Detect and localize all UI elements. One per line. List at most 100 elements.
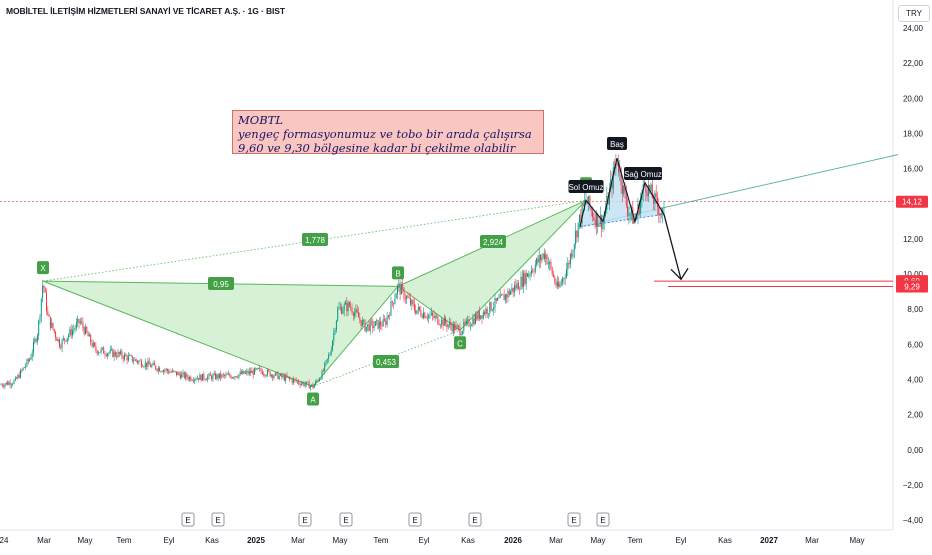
candle-body [580, 214, 582, 224]
candle-body [251, 370, 253, 374]
candle-body [233, 377, 235, 378]
candle-body [108, 352, 110, 354]
candle-body [203, 373, 205, 379]
candle-body [467, 319, 469, 321]
candle-body [316, 380, 318, 382]
hs-label: Baş [610, 140, 624, 149]
candle-body [592, 210, 593, 218]
candle-body [57, 339, 59, 341]
candle-body [555, 282, 557, 286]
candle-body [112, 349, 114, 357]
annotation-note[interactable]: MOBTL yengeç formasyonumuz ve tobo bir a… [232, 110, 544, 155]
candle-body [437, 315, 439, 324]
hs-badge [568, 180, 604, 193]
candle-body [524, 272, 526, 284]
candle-body [109, 349, 111, 353]
candle-body [1, 384, 3, 386]
candle-body [276, 372, 278, 373]
candle-body [252, 370, 254, 375]
pattern-point-badge [392, 266, 404, 280]
currency-button[interactable]: TRY [898, 5, 930, 22]
candle-body [572, 250, 574, 257]
pattern-point-label: A [310, 396, 316, 405]
candle-body [52, 322, 54, 330]
candle-body [511, 287, 513, 292]
candle-body [246, 371, 248, 373]
candle-body [324, 363, 326, 371]
candle-body [281, 373, 283, 377]
candle-body [113, 351, 115, 357]
candle-body [582, 204, 584, 206]
candle-body [121, 351, 123, 357]
candle-body [602, 221, 604, 229]
candle-body [217, 374, 219, 379]
candle-body [101, 347, 103, 349]
candle-body [527, 273, 528, 277]
candle-body [16, 377, 18, 379]
candle-body [455, 325, 457, 331]
candle-body [593, 217, 595, 219]
candle-body [212, 375, 214, 380]
candle-body [125, 354, 127, 357]
x-tick-label: Kas [205, 536, 219, 545]
candle-body [342, 310, 344, 314]
candle-body [164, 370, 166, 371]
candle-body [139, 360, 141, 362]
candle-body [360, 319, 362, 326]
candle-body [166, 369, 168, 371]
candle-body [72, 330, 73, 336]
candle-body [451, 326, 453, 332]
earnings-event-label: E [215, 516, 220, 525]
candle-body [160, 371, 162, 372]
candle-body [153, 363, 155, 366]
note-line-3: 9,60 ve 9,30 bölgesine kadar bi çekilme … [238, 141, 516, 155]
candle-body [367, 324, 369, 327]
candle-body [608, 188, 610, 205]
candle-body [657, 197, 658, 207]
candle-body [290, 378, 292, 380]
candle-body [248, 370, 250, 374]
candle-body [384, 319, 385, 321]
candle-body [532, 270, 534, 272]
candle-body [4, 384, 6, 387]
candle-body [289, 377, 291, 379]
hs-badge [607, 137, 627, 150]
candle-body [202, 373, 203, 381]
candle-body [68, 335, 70, 338]
candle-body [66, 337, 68, 342]
candle-body [322, 370, 324, 372]
candle-body [47, 311, 49, 315]
candle-body [124, 354, 125, 360]
candle-body [488, 313, 489, 314]
candle-body [559, 283, 561, 288]
candle-body [186, 373, 188, 378]
candle-body [426, 317, 428, 319]
candle-body [137, 360, 138, 363]
candle-body [291, 379, 293, 383]
candle-body [538, 255, 540, 263]
candle-body [417, 306, 419, 311]
candle-body [406, 296, 408, 300]
candle-body [270, 374, 272, 377]
candle-body [308, 382, 310, 389]
candle-body [118, 352, 120, 354]
candle-body [471, 325, 473, 327]
candle-body [182, 372, 184, 374]
candle-body [576, 231, 578, 238]
candle-body [303, 382, 305, 386]
candle-body [147, 360, 149, 367]
candle-body [629, 213, 631, 214]
candle-body [381, 325, 383, 327]
candle-body [221, 374, 223, 378]
candle-body [156, 369, 158, 371]
candle-body [131, 355, 133, 362]
candle-body [261, 371, 263, 375]
candle-body [445, 318, 447, 324]
candle-body [424, 312, 426, 318]
ratio-label: 1,778 [305, 236, 326, 245]
candle-body [653, 198, 655, 204]
x-tick-label: 2026 [504, 536, 522, 545]
candle-body [134, 359, 136, 361]
